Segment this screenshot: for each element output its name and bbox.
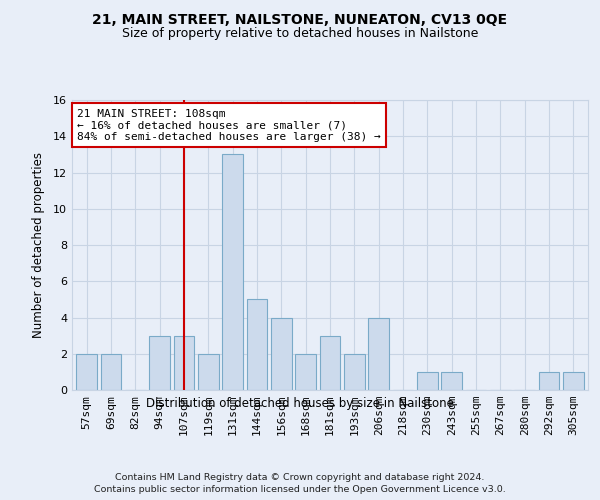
- Bar: [101, 354, 121, 390]
- Bar: [563, 372, 584, 390]
- Bar: [417, 372, 438, 390]
- Y-axis label: Number of detached properties: Number of detached properties: [32, 152, 44, 338]
- Text: Contains public sector information licensed under the Open Government Licence v3: Contains public sector information licen…: [94, 485, 506, 494]
- Bar: [539, 372, 559, 390]
- Bar: [320, 336, 340, 390]
- Bar: [76, 354, 97, 390]
- Bar: [442, 372, 462, 390]
- Text: 21, MAIN STREET, NAILSTONE, NUNEATON, CV13 0QE: 21, MAIN STREET, NAILSTONE, NUNEATON, CV…: [92, 12, 508, 26]
- Text: Distribution of detached houses by size in Nailstone: Distribution of detached houses by size …: [146, 398, 454, 410]
- Bar: [271, 318, 292, 390]
- Bar: [149, 336, 170, 390]
- Bar: [295, 354, 316, 390]
- Text: Contains HM Land Registry data © Crown copyright and database right 2024.: Contains HM Land Registry data © Crown c…: [115, 472, 485, 482]
- Bar: [368, 318, 389, 390]
- Bar: [173, 336, 194, 390]
- Text: 21 MAIN STREET: 108sqm
← 16% of detached houses are smaller (7)
84% of semi-deta: 21 MAIN STREET: 108sqm ← 16% of detached…: [77, 108, 381, 142]
- Bar: [247, 300, 268, 390]
- Bar: [198, 354, 218, 390]
- Bar: [344, 354, 365, 390]
- Text: Size of property relative to detached houses in Nailstone: Size of property relative to detached ho…: [122, 28, 478, 40]
- Bar: [222, 154, 243, 390]
